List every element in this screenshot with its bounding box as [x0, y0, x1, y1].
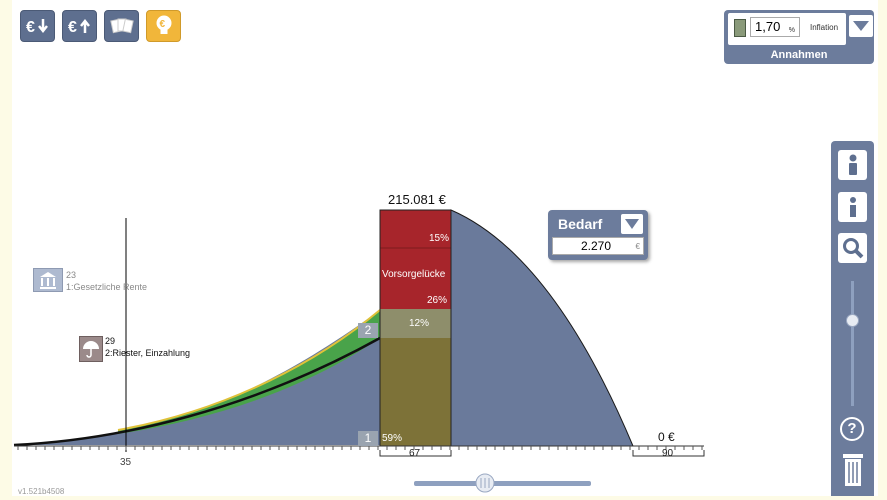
segment-top-pct: 15% — [429, 233, 450, 244]
euro-down-icon: € — [26, 19, 48, 36]
bar-segment-base — [380, 338, 451, 446]
bedarf-dropdown-button[interactable] — [621, 214, 643, 234]
bedarf-panel: Bedarf 2.270 € — [548, 210, 648, 260]
retirement-bracket — [379, 450, 452, 457]
bar-segment-gap — [380, 248, 451, 309]
svg-text:€: € — [159, 19, 165, 30]
cards-icon — [109, 18, 134, 34]
bedarf-unit: € — [635, 242, 640, 251]
marker-count-2: 29 — [105, 336, 116, 346]
base-curve-line — [13, 336, 381, 447]
payout-area — [450, 209, 634, 447]
x-axis-ticks — [17, 446, 703, 450]
layer-number-1: 1 — [358, 431, 378, 446]
chevron-down-icon — [853, 21, 869, 31]
segment-riester-pct: 12% — [409, 318, 430, 329]
trash-button[interactable] — [842, 453, 864, 492]
magnifier-icon — [842, 238, 863, 259]
gesetzliche-rente-marker[interactable] — [33, 268, 63, 292]
annahmen-dropdown-button[interactable] — [849, 15, 873, 37]
info-icon — [849, 197, 856, 217]
timeline-slider-track[interactable] — [414, 481, 591, 486]
person-icon — [848, 154, 857, 175]
bar-segment-top — [380, 210, 451, 248]
riester-outline — [117, 309, 381, 431]
annahmen-title: Annahmen — [770, 49, 828, 61]
euro-down-button[interactable]: € — [20, 10, 55, 42]
marker-label-1: 1:Gesetzliche Rente — [66, 282, 148, 292]
end-value-label: 0 € — [658, 430, 675, 444]
bedarf-value: 2.270 — [581, 239, 612, 253]
euro-up-button[interactable]: € — [62, 10, 97, 42]
segment-base-pct: 59% — [382, 433, 403, 444]
info-button[interactable] — [838, 192, 867, 222]
marker-count-1: 23 — [66, 270, 77, 280]
axis-label-current-age: 35 — [120, 457, 132, 468]
right-sidebar: ? — [831, 141, 874, 496]
marker-label-2: 2:Riester, Einzahlung — [105, 348, 191, 358]
bar-segment-riester — [380, 309, 451, 338]
end-bracket — [632, 450, 705, 457]
euro-up-icon: € — [68, 18, 90, 36]
inflation-unit: % — [788, 27, 795, 34]
inflation-label: Inflation — [810, 23, 839, 32]
bank-building-icon — [40, 272, 56, 289]
umbrella-icon — [83, 341, 99, 358]
assets-area — [14, 310, 380, 445]
zoom-button[interactable] — [838, 233, 867, 263]
riester-marker[interactable] — [79, 336, 103, 362]
person-button[interactable] — [838, 150, 867, 180]
lightbulb-button[interactable]: € — [146, 10, 181, 42]
cards-button[interactable] — [104, 10, 139, 42]
layer-number-2: 2 — [358, 323, 378, 338]
vorsorgeluecke-label: Vorsorgelücke — [382, 269, 446, 280]
peak-value-label: 215.081 € — [388, 192, 446, 207]
inflation-value: 1,70 — [755, 19, 781, 34]
axis-label-retirement-age: 67 — [409, 448, 421, 459]
annahmen-panel: 1,70 % Inflation Annahmen — [724, 10, 874, 64]
bedarf-title: Bedarf — [558, 216, 603, 232]
inflation-field-group: 1,70 % Inflation — [728, 13, 846, 45]
svg-text:€: € — [26, 19, 35, 36]
segment-gap-pct: 26% — [427, 295, 448, 306]
bedarf-input[interactable]: 2.270 € — [552, 237, 644, 255]
lightbulb-euro-icon: € — [156, 15, 171, 34]
help-icon[interactable]: ? — [840, 417, 864, 441]
trash-icon — [843, 454, 863, 486]
calculator-icon[interactable] — [734, 19, 746, 37]
version-label: v1.521b4508 — [18, 487, 65, 496]
axis-label-end-age: 90 — [662, 448, 674, 459]
chevron-down-icon — [625, 219, 639, 229]
svg-text:€: € — [68, 19, 77, 36]
zoom-slider-track[interactable] — [851, 281, 854, 406]
zoom-slider-handle[interactable] — [846, 314, 859, 327]
inflation-input[interactable]: 1,70 % — [750, 17, 800, 37]
